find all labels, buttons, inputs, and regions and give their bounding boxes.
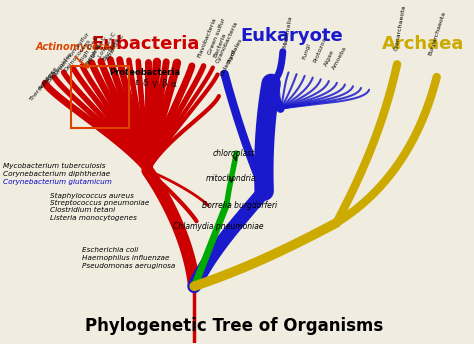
Text: Archaea: Archaea xyxy=(382,35,464,53)
Text: Fungi: Fungi xyxy=(301,42,311,60)
Text: High G+C: High G+C xyxy=(87,35,108,64)
Text: Green sulfur
Bacteria: Green sulfur Bacteria xyxy=(207,18,232,58)
Text: Corynebacterium diphtheriae: Corynebacterium diphtheriae xyxy=(3,171,110,177)
Text: Plant: Plant xyxy=(227,48,237,64)
Text: Crenarchaeota: Crenarchaeota xyxy=(394,5,407,52)
Text: Escherichia coli: Escherichia coli xyxy=(82,247,138,253)
Text: Euryarchaeota: Euryarchaeota xyxy=(428,11,447,56)
Text: α: α xyxy=(170,80,176,89)
Text: Phylogenetic Tree of Organisms: Phylogenetic Tree of Organisms xyxy=(85,317,383,335)
Text: Green non-sulfur: Green non-sulfur xyxy=(55,32,91,77)
Text: Algae: Algae xyxy=(323,49,336,67)
Text: ε: ε xyxy=(135,78,140,87)
Text: δ: δ xyxy=(143,79,148,88)
Text: γ: γ xyxy=(152,79,157,88)
Text: Chlamydia pneumoniae: Chlamydia pneumoniae xyxy=(173,222,264,230)
Text: Cyanobacteria: Cyanobacteria xyxy=(215,21,239,64)
Text: Low G+C: Low G+C xyxy=(106,33,125,60)
Text: Thermotogae: Thermotogae xyxy=(28,66,59,103)
Text: Protozoa: Protozoa xyxy=(312,36,327,64)
Text: Borrelia burgdorferi: Borrelia burgdorferi xyxy=(202,201,277,210)
Text: β: β xyxy=(161,79,167,88)
Text: Eukaryote: Eukaryote xyxy=(241,27,344,45)
Text: Haemophilus influenzae: Haemophilus influenzae xyxy=(82,255,170,261)
Text: Listeria monocytogenes: Listeria monocytogenes xyxy=(50,215,137,221)
Text: Deinococcus: Deinococcus xyxy=(64,37,92,72)
Text: Mycobacterium tuberculosis: Mycobacterium tuberculosis xyxy=(3,163,106,169)
Text: Pseudomonas aeruginosa: Pseudomonas aeruginosa xyxy=(82,262,176,269)
Text: mitochondria: mitochondria xyxy=(206,174,256,183)
Text: Amoeba: Amoeba xyxy=(332,45,348,70)
Text: Bacteroides: Bacteroides xyxy=(46,51,73,83)
Text: Chlamydiales: Chlamydiales xyxy=(219,37,243,77)
Text: Staphylococcus aureus: Staphylococcus aureus xyxy=(50,193,134,199)
Text: chloroplast: chloroplast xyxy=(213,149,255,160)
Text: Corynebacterium glutamicum: Corynebacterium glutamicum xyxy=(3,179,112,185)
Text: Low G+C
Bacteria: Low G+C Bacteria xyxy=(97,32,122,62)
Text: Eubacteria: Eubacteria xyxy=(91,35,200,53)
Text: Aquifex: Aquifex xyxy=(37,70,56,91)
Text: Streptococcus pneumoniae: Streptococcus pneumoniae xyxy=(50,200,149,206)
Text: Flavobacteria: Flavobacteria xyxy=(197,17,217,58)
Text: Actinomycetes: Actinomycetes xyxy=(36,42,116,52)
Text: Clostridium tetani: Clostridium tetani xyxy=(50,207,115,214)
Text: Mammalia: Mammalia xyxy=(283,15,293,49)
Text: Proteobacteria: Proteobacteria xyxy=(109,68,181,77)
Text: High G+C
Bacteria: High G+C Bacteria xyxy=(79,35,105,67)
